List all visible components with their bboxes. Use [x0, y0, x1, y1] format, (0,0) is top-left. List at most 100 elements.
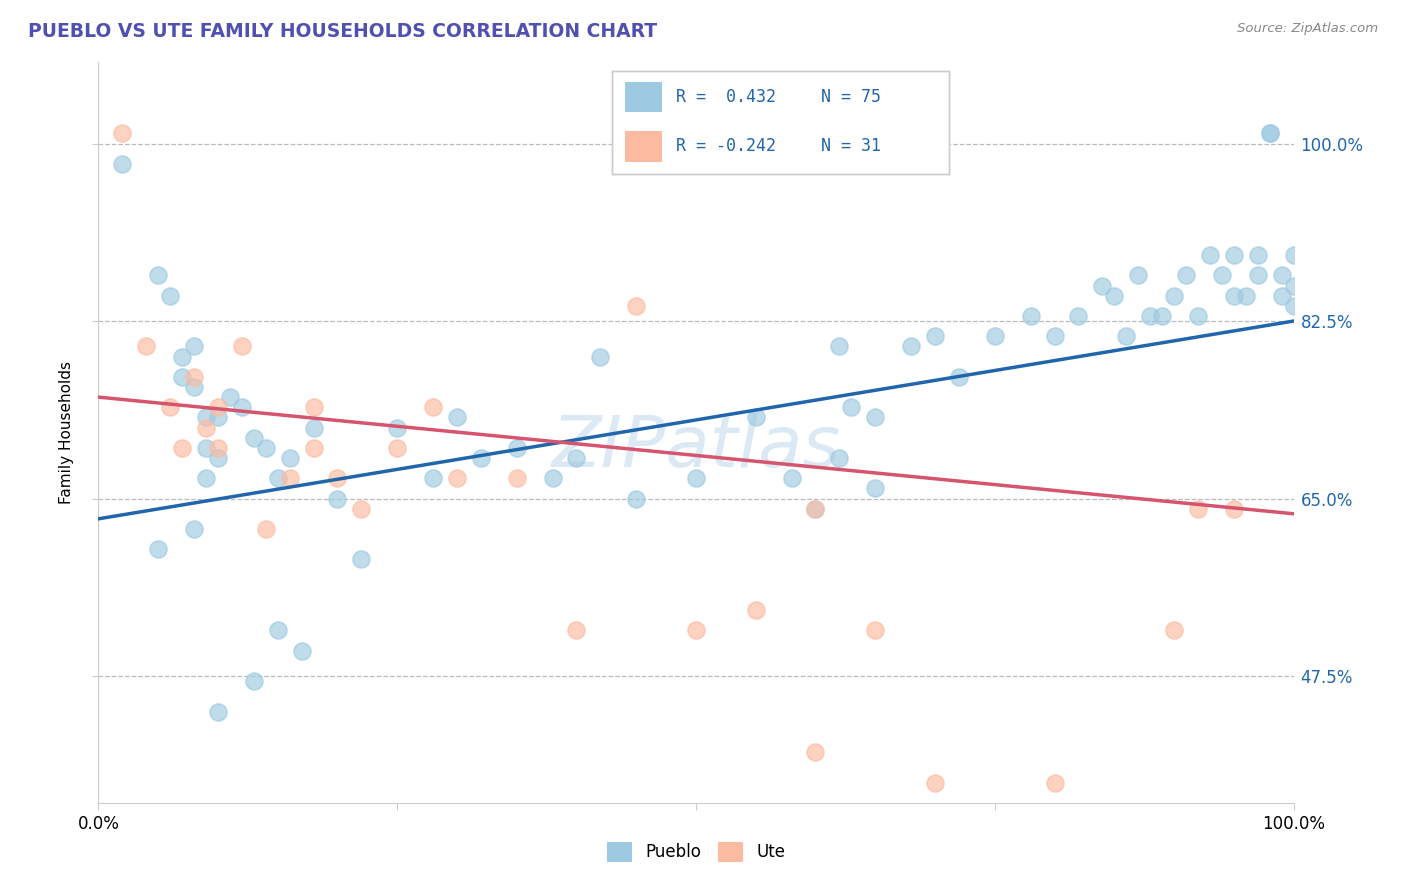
Point: [828, 339, 851, 353]
Point: [1043, 329, 1066, 343]
Point: [207, 705, 229, 719]
Point: [924, 329, 946, 343]
Y-axis label: Family Households: Family Households: [59, 361, 75, 504]
Text: R = -0.242: R = -0.242: [676, 137, 776, 155]
FancyBboxPatch shape: [626, 82, 662, 112]
Point: [470, 450, 492, 465]
Point: [183, 339, 205, 353]
Point: [1258, 127, 1281, 141]
Point: [231, 339, 253, 353]
Point: [148, 268, 170, 283]
Point: [183, 522, 205, 536]
Text: N = 31: N = 31: [821, 137, 880, 155]
Point: [948, 369, 970, 384]
Point: [207, 441, 229, 455]
Point: [326, 471, 349, 485]
Point: [626, 299, 648, 313]
Point: [159, 289, 181, 303]
Point: [254, 441, 277, 455]
Point: [302, 420, 325, 434]
Point: [1175, 268, 1198, 283]
Point: [1187, 501, 1209, 516]
Point: [804, 745, 827, 759]
Point: [385, 441, 409, 455]
Point: [1043, 775, 1066, 789]
Point: [207, 450, 229, 465]
Point: [1234, 289, 1257, 303]
Point: [626, 491, 648, 506]
Point: [1282, 299, 1305, 313]
Point: [865, 624, 887, 638]
Point: [1211, 268, 1233, 283]
Point: [219, 390, 242, 404]
Legend: Pueblo, Ute: Pueblo, Ute: [600, 835, 792, 869]
Point: [541, 471, 564, 485]
Point: [1271, 289, 1294, 303]
Point: [172, 350, 194, 364]
Point: [506, 441, 529, 455]
Point: [1163, 624, 1185, 638]
Point: [350, 501, 373, 516]
Point: [254, 522, 277, 536]
Point: [1247, 248, 1270, 262]
Point: [446, 471, 468, 485]
Point: [267, 624, 290, 638]
Point: [422, 471, 444, 485]
Point: [267, 471, 290, 485]
Point: [1163, 289, 1185, 303]
Point: [195, 441, 218, 455]
Point: [865, 410, 887, 425]
Point: [1091, 278, 1114, 293]
Point: [183, 369, 205, 384]
Point: [195, 410, 218, 425]
Point: [924, 775, 946, 789]
Point: [685, 471, 707, 485]
Point: [1019, 309, 1042, 323]
Point: [111, 127, 134, 141]
Point: [745, 410, 768, 425]
Point: [111, 157, 134, 171]
Point: [172, 369, 194, 384]
Point: [1223, 289, 1246, 303]
Point: [1128, 268, 1150, 283]
Point: [841, 401, 863, 415]
Point: [159, 401, 181, 415]
Point: [685, 624, 707, 638]
Point: [207, 410, 229, 425]
Point: [385, 420, 409, 434]
Point: [506, 471, 529, 485]
Point: [302, 441, 325, 455]
Point: [984, 329, 1007, 343]
Text: N = 75: N = 75: [821, 88, 880, 106]
Point: [828, 450, 851, 465]
Point: [243, 674, 266, 689]
Point: [291, 643, 314, 657]
Point: [804, 501, 827, 516]
Point: [1139, 309, 1161, 323]
Point: [302, 401, 325, 415]
Point: [172, 441, 194, 455]
Point: [565, 624, 588, 638]
Point: [183, 380, 205, 394]
Text: R =  0.432: R = 0.432: [676, 88, 776, 106]
Point: [1282, 248, 1305, 262]
Text: PUEBLO VS UTE FAMILY HOUSEHOLDS CORRELATION CHART: PUEBLO VS UTE FAMILY HOUSEHOLDS CORRELAT…: [28, 22, 657, 41]
Point: [135, 339, 157, 353]
Point: [1271, 268, 1294, 283]
Point: [780, 471, 803, 485]
Point: [1223, 248, 1246, 262]
Point: [1282, 278, 1305, 293]
FancyBboxPatch shape: [626, 131, 662, 161]
Point: [422, 401, 444, 415]
Point: [207, 401, 229, 415]
Point: [1199, 248, 1222, 262]
Point: [231, 401, 253, 415]
Point: [195, 420, 218, 434]
Point: [1247, 268, 1270, 283]
Point: [278, 450, 301, 465]
Point: [1258, 127, 1281, 141]
Point: [278, 471, 301, 485]
Point: [1187, 309, 1209, 323]
Point: [1104, 289, 1126, 303]
Point: [1115, 329, 1137, 343]
